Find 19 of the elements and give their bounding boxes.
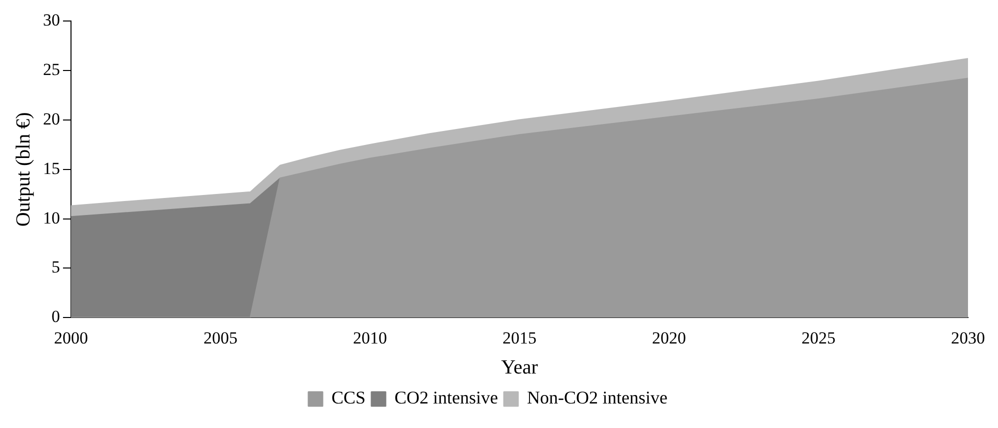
y-tick-label: 0 bbox=[52, 307, 60, 326]
x-tick-label: 2030 bbox=[951, 328, 985, 348]
x-tick-label: 2000 bbox=[54, 328, 88, 348]
legend-label: CO2 intensive bbox=[394, 388, 498, 408]
y-tick-label: 25 bbox=[43, 60, 60, 80]
x-axis-title: Year bbox=[501, 356, 538, 378]
y-tick-label: 5 bbox=[52, 258, 60, 277]
x-tick-label: 2010 bbox=[353, 328, 387, 348]
x-tick-label: 2025 bbox=[802, 328, 836, 348]
legend-label: CCS bbox=[332, 388, 366, 408]
x-tick-label: 2020 bbox=[652, 328, 686, 348]
y-axis-title: Output (bln €) bbox=[12, 112, 34, 227]
x-tick-label: 2015 bbox=[502, 328, 536, 348]
y-tick-label: 30 bbox=[43, 10, 60, 30]
x-tick-label: 2005 bbox=[204, 328, 238, 348]
y-tick-label: 20 bbox=[43, 109, 60, 128]
legend-label: Non-CO2 intensive bbox=[527, 388, 668, 408]
y-tick-label: 10 bbox=[43, 208, 60, 228]
y-tick-label: 15 bbox=[43, 158, 60, 178]
